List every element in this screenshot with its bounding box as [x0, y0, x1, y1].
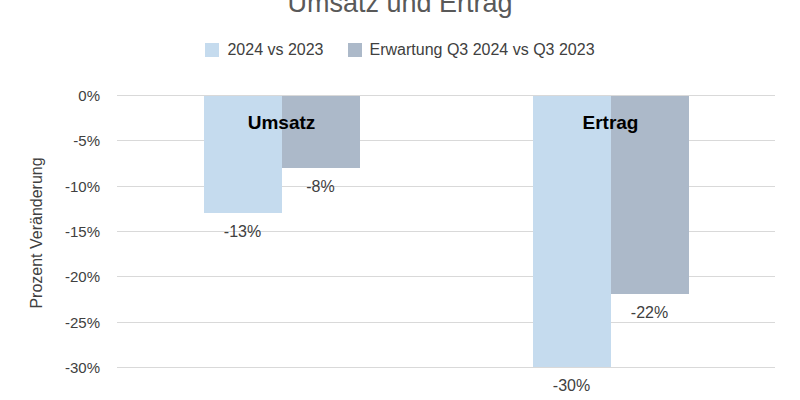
gridline-0% [117, 95, 775, 96]
legend: 2024 vs 2023 Erwartung Q3 2024 vs Q3 2023 [0, 41, 800, 59]
y-tick-label--30%: -30% [0, 359, 100, 376]
bar-chart: Umsatz und Ertrag 2024 vs 2023 Erwartung … [0, 0, 800, 400]
data-label-ertrag-series-2: -22% [631, 304, 668, 322]
legend-item-2: Erwartung Q3 2024 vs Q3 2023 [348, 41, 595, 59]
gridline--30% [117, 367, 775, 368]
data-label-umsatz-series-1: -13% [224, 223, 261, 241]
y-tick-label--15%: -15% [0, 223, 100, 240]
gridline--25% [117, 322, 775, 323]
data-label-ertrag-series-1: -30% [553, 377, 590, 395]
chart-title: Umsatz und Ertrag [0, 0, 800, 19]
legend-label: 2024 vs 2023 [227, 41, 323, 59]
bar-ertrag-series-1 [533, 95, 611, 367]
legend-swatch-icon [205, 43, 219, 57]
legend-label: Erwartung Q3 2024 vs Q3 2023 [370, 41, 595, 59]
category-label-umsatz: Umsatz [248, 112, 316, 134]
y-tick-label-0%: 0% [0, 87, 100, 104]
legend-item-1: 2024 vs 2023 [205, 41, 323, 59]
legend-swatch-icon [348, 43, 362, 57]
category-label-ertrag: Ertrag [583, 112, 639, 134]
y-tick-label--25%: -25% [0, 313, 100, 330]
y-tick-label--10%: -10% [0, 177, 100, 194]
data-label-umsatz-series-2: -8% [306, 178, 334, 196]
y-tick-label--5%: -5% [0, 132, 100, 149]
y-tick-label--20%: -20% [0, 268, 100, 285]
